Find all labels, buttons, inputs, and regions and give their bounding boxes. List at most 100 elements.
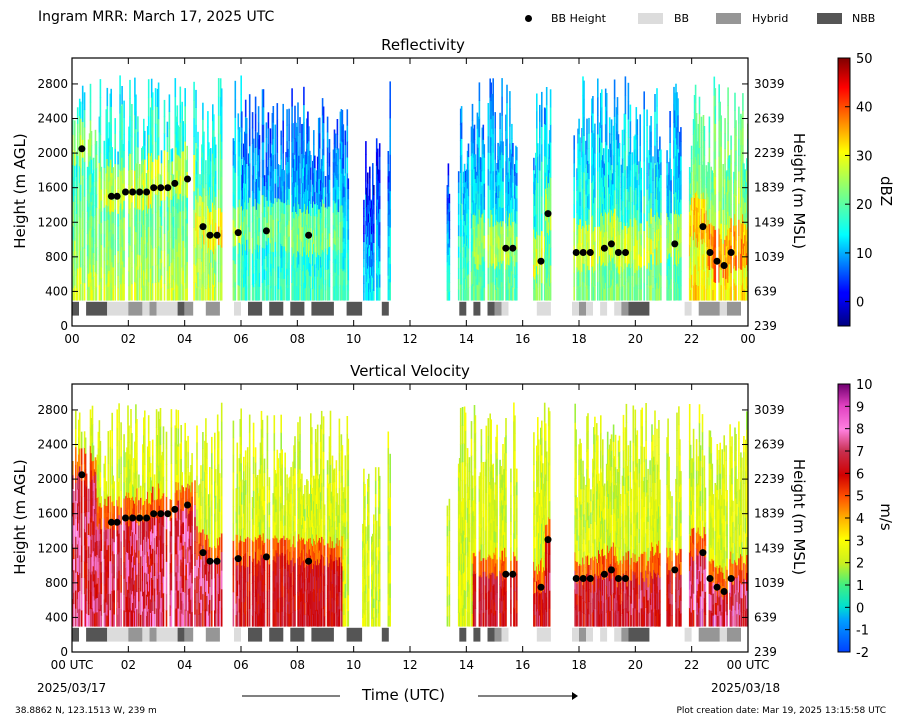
echo-cell xyxy=(610,224,613,241)
echo-cell xyxy=(117,238,119,252)
echo-cell xyxy=(473,227,476,243)
echo-cell xyxy=(706,235,709,247)
echo-cell xyxy=(502,194,504,208)
echo-cell xyxy=(281,278,283,290)
echo-cell xyxy=(544,188,547,205)
echo-cell xyxy=(650,131,652,148)
echo-cell xyxy=(91,607,94,627)
echo-cell xyxy=(643,265,645,284)
echo-cell xyxy=(680,242,682,258)
echo-cell xyxy=(109,110,112,129)
echo-cell xyxy=(247,165,250,179)
echo-cell xyxy=(327,237,330,249)
echo-cell xyxy=(201,183,203,197)
echo-cell xyxy=(728,167,730,181)
echo-cell xyxy=(536,127,538,146)
echo-cell xyxy=(90,556,93,575)
echo-cell xyxy=(78,182,81,200)
echo-cell xyxy=(729,167,731,180)
echo-cell xyxy=(341,110,344,127)
echo-cell xyxy=(506,192,508,211)
echo-cell xyxy=(462,289,465,301)
echo-cell xyxy=(627,209,630,229)
echo-cell xyxy=(535,214,537,227)
echo-cell xyxy=(627,82,630,102)
echo-cell xyxy=(387,151,390,164)
echo-cell xyxy=(122,222,124,236)
echo-cell xyxy=(515,222,517,237)
echo-cell xyxy=(635,171,638,188)
echo-cell xyxy=(585,286,587,301)
echo-cell xyxy=(160,162,163,176)
echo-cell xyxy=(509,230,511,249)
echo-cell xyxy=(369,211,371,223)
echo-cell xyxy=(726,213,728,225)
echo-cell xyxy=(674,213,676,232)
echo-cell xyxy=(547,156,550,171)
echo-cell xyxy=(303,86,305,106)
echo-cell xyxy=(174,133,177,153)
echo-cell xyxy=(87,286,90,301)
echo-cell xyxy=(251,190,254,207)
echo-cell xyxy=(92,217,95,230)
echo-cell xyxy=(299,239,301,255)
echo-cell xyxy=(157,227,160,247)
echo-cell xyxy=(470,213,473,229)
echo-cell xyxy=(336,209,339,226)
echo-cell xyxy=(213,176,215,193)
echo-cell xyxy=(601,89,603,108)
echo-cell xyxy=(539,283,541,301)
echo-cell xyxy=(208,273,210,288)
echo-cell xyxy=(85,537,88,551)
echo-cell xyxy=(195,107,197,126)
echo-cell xyxy=(738,154,740,172)
echo-cell xyxy=(545,158,548,177)
echo-cell xyxy=(293,182,295,195)
echo-cell xyxy=(196,148,198,162)
echo-cell xyxy=(105,284,108,301)
echo-cell xyxy=(90,418,93,436)
echo-cell xyxy=(156,264,159,283)
echo-cell xyxy=(495,192,497,204)
echo-cell xyxy=(244,244,246,259)
echo-cell xyxy=(83,92,86,111)
echo-cell xyxy=(483,170,486,184)
echo-cell xyxy=(594,138,596,154)
echo-cell xyxy=(80,528,83,546)
echo-cell xyxy=(388,246,391,258)
echo-cell xyxy=(628,213,631,227)
echo-cell xyxy=(270,165,273,179)
echo-cell xyxy=(544,268,547,285)
echo-cell xyxy=(509,178,511,197)
echo-cell xyxy=(241,127,243,144)
echo-cell xyxy=(498,184,500,199)
echo-cell xyxy=(604,264,607,283)
echo-cell xyxy=(276,283,279,301)
echo-cell xyxy=(727,211,729,230)
echo-cell xyxy=(654,111,656,129)
echo-cell xyxy=(328,179,331,194)
echo-cell xyxy=(119,243,121,264)
echo-cell xyxy=(86,166,89,179)
echo-cell xyxy=(640,267,642,279)
echo-cell xyxy=(545,140,548,159)
echo-cell xyxy=(304,275,306,289)
echo-cell xyxy=(605,162,608,180)
echo-cell xyxy=(679,272,681,287)
echo-cell xyxy=(640,245,642,257)
echo-cell xyxy=(620,187,623,200)
echo-cell xyxy=(177,125,180,141)
echo-cell xyxy=(120,170,122,188)
echo-cell xyxy=(612,183,615,199)
echo-cell xyxy=(548,158,551,174)
echo-cell xyxy=(318,224,321,240)
echo-cell xyxy=(91,279,94,291)
echo-cell xyxy=(607,149,610,163)
echo-cell xyxy=(261,124,264,143)
echo-cell xyxy=(605,127,608,146)
echo-cell xyxy=(621,229,624,244)
echo-cell xyxy=(500,207,502,222)
echo-cell xyxy=(174,226,177,246)
echo-cell xyxy=(487,201,490,219)
echo-cell xyxy=(722,254,724,267)
